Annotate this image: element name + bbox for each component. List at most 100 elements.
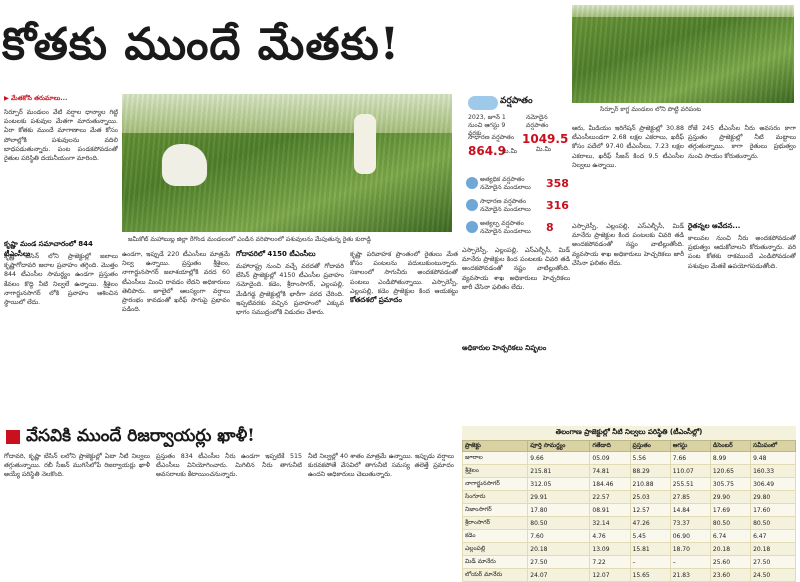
table-header-cell: డిసెంబర్ xyxy=(709,440,752,452)
rainfall-title: వర్షపాతం xyxy=(500,96,533,106)
rain-stat-3-icon xyxy=(466,221,478,233)
table-cell: మిడ్ మానేరు xyxy=(461,555,529,569)
rain-stat-1-value: 358 xyxy=(546,177,569,190)
table-row: నాగార్జునసాగర్ 312.05 184.46 210.88 255.51 30… xyxy=(461,477,796,491)
section-two-heading: వేసవికి ముందే రిజర్వాయర్లు ఖాళీ! xyxy=(26,426,255,446)
table-cell: 22.57 xyxy=(589,490,631,504)
top-photo xyxy=(572,5,794,103)
table-cell: 32.14 xyxy=(589,516,631,530)
table-cell: 5.56 xyxy=(629,451,671,465)
rain-stat-2-value: 316 xyxy=(546,199,569,212)
table-cell: 74.81 xyxy=(589,464,631,478)
section-two-col-3: నీటి నిల్వల్లో 40 శాతం మాత్రమే ఉన్నాయి. … xyxy=(308,453,454,479)
rain-stat-1: అత్యధిక వర్షపాతం నమోదైన మండలాలు 358 xyxy=(466,174,569,194)
table-cell: 12.57 xyxy=(629,503,671,517)
table-cell: 8.99 xyxy=(709,451,752,465)
table-cell: లోయర్ మానేరు xyxy=(461,568,529,582)
table-row: శ్రీరాంసాగర్ 80.50 32.14 47.26 73.37 80.50 80.… xyxy=(461,516,796,530)
table-cell: 80.50 xyxy=(750,516,796,530)
table-cell: 20.18 xyxy=(750,542,796,556)
table-cell: 12.07 xyxy=(589,568,631,582)
table-cell: 9.48 xyxy=(750,451,796,465)
rain-stat-3-value: 8 xyxy=(546,221,554,234)
table-cell: 4.76 xyxy=(589,529,631,543)
table-cell: 23.60 xyxy=(709,568,752,582)
table-cell: 27.85 xyxy=(669,490,711,504)
rainfall-normal-label: సాధారణ వర్షపాతం xyxy=(468,134,514,141)
column-6b-text: కాలువల నుంచి నీరు అందకపోవడంతో ప్రభుత్వం … xyxy=(688,235,796,270)
table-header-row: ప్రాజెక్టు పూర్తి సామర్థ్యం గతేడాది ప్రస… xyxy=(461,440,796,452)
table-cell: నాగార్జునసాగర్ xyxy=(461,477,529,491)
section-two-col-1: గోదావరి, కృష్ణా బేసిన్ లలోని ప్రాజెక్టుల… xyxy=(4,453,150,479)
top-photo-caption: సిర్పూర్ కాగ్జ మండలం లోని పొట్టి వరిపంట xyxy=(600,106,702,113)
rain-stat-2: సాధారణ వర్షపాతం నమోదైన మండలాలు 316 xyxy=(466,196,569,216)
table-cell: 215.81 xyxy=(527,464,591,478)
table-cell: 73.37 xyxy=(669,516,711,530)
table-cell: శ్రీశైలం xyxy=(461,464,529,478)
column-2-text: ఉండగా, ఇప్పుడే 220 టీఎంసీలు మాత్రమే నిల్… xyxy=(122,251,230,314)
table-row: నిజాంసాగర్ 17.80 08.91 12.57 14.84 17.69 17.60 xyxy=(461,503,796,517)
rain-stat-2-icon xyxy=(466,199,478,211)
table-row: మిడ్ మానేరు 27.50 7.22– –25.60 27.50 xyxy=(461,555,796,569)
table-cell: 9.66 xyxy=(527,451,591,465)
table-cell: 29.91 xyxy=(527,490,591,504)
table-cell: 13.09 xyxy=(589,542,631,556)
main-photo-caption: జమీకోట్ మహాబుబ్ల జిల్లా రేగొండ మండలంలో ఎ… xyxy=(128,236,371,243)
rainfall-normal-unit: మి.మీ xyxy=(502,148,518,155)
table-cell: 17.60 xyxy=(750,503,796,517)
table-cell: 29.90 xyxy=(709,490,752,504)
table-cell: 306.49 xyxy=(750,477,796,491)
table-cell: 7.60 xyxy=(527,529,591,543)
table-cell: 27.50 xyxy=(527,555,591,569)
table-cell: 17.69 xyxy=(709,503,752,517)
column-1-text: సిర్పూర్ మండలం వేటి వర్షాల ధాన్యాల గిట్ట… xyxy=(4,109,118,163)
table-cell: 24.07 xyxy=(527,568,591,582)
table-cell: 05.09 xyxy=(589,451,631,465)
column-6-subhead: రైతన్నల ఆవేదన... xyxy=(688,222,741,230)
table-cell: 29.80 xyxy=(750,490,796,504)
table-cell: 7.66 xyxy=(669,451,711,465)
column-5b-text: ఎస్సారెస్పీ, ఎల్లంపల్లి, ఎస్ఎల్బీసీ, మిడ… xyxy=(462,247,570,291)
column-1b-text: కృష్ణా బేసిన్ లోని ప్రాజెక్టుల్లో జలాలు … xyxy=(4,253,118,307)
table-cell: 210.88 xyxy=(629,477,671,491)
rainfall-year: 2023, జూన్ 1 నుంచి ఆగస్టు 9 వరకు xyxy=(468,114,506,137)
table-cell: ఎల్లంపల్లి xyxy=(461,542,529,556)
table-cell: 5.45 xyxy=(629,529,671,543)
table-cell: 14.84 xyxy=(669,503,711,517)
table-header-cell: ప్రాజెక్టు xyxy=(461,440,529,452)
table-cell: 24.50 xyxy=(750,568,796,582)
table-cell: 18.70 xyxy=(669,542,711,556)
section-marker xyxy=(6,430,20,444)
rain-stat-1-icon xyxy=(466,177,478,189)
column-5-subhead: అధికారుల హెచ్చరికలు నిష్ఫలం xyxy=(462,344,547,352)
table-cell: 255.51 xyxy=(669,477,711,491)
rain-stat-2-label: సాధారణ వర్షపాతం నమోదైన మండలాలు xyxy=(480,198,531,213)
table-cell: 160.33 xyxy=(750,464,796,478)
table-cell: 15.65 xyxy=(629,568,671,582)
table-cell: నిజాంసాగర్ xyxy=(461,503,529,517)
reservoir-table-title: తెలంగాణ ప్రాజెక్టుల్లో నీటి నిల్వలు పరిస… xyxy=(555,428,703,436)
farmer-figure xyxy=(354,114,376,174)
table-cell: శ్రీరాంసాగర్ xyxy=(461,516,529,530)
rain-stat-1-label: అత్యధిక వర్షపాతం నమోదైన మండలాలు xyxy=(480,176,531,191)
table-cell: 15.81 xyxy=(629,542,671,556)
table-cell: 305.75 xyxy=(709,477,752,491)
page-headline: కోతకు ముందే మేతకు! xyxy=(2,19,401,70)
rainfall-actual-unit: మి.మీ xyxy=(536,146,552,153)
table-cell: 7.22 xyxy=(589,555,631,569)
table-cell: 06.90 xyxy=(669,529,711,543)
table-cell: సింగూరు xyxy=(461,490,529,504)
table-cell: 20.18 xyxy=(709,542,752,556)
table-header-cell: పూర్తి సామర్థ్యం xyxy=(527,440,591,452)
table-row: ఎల్లంపల్లి 20.18 13.09 15.81 18.70 20.18 20.18 xyxy=(461,542,796,556)
table-cell: 80.50 xyxy=(527,516,591,530)
table-cell: – xyxy=(669,555,711,569)
table-row: జూరాల 9.66 05.09 5.56 7.66 8.99 9.48 xyxy=(461,451,796,465)
table-cell: 6.47 xyxy=(750,529,796,543)
column-5c-text: ఎస్సారెస్పీ, ఎల్లంపల్లి, ఎస్ఎల్బీసీ, మిడ… xyxy=(572,223,684,267)
column-6-text: రోజే 245 టీఎంసీల నీరు అవసరం కాగా ప్రస్తు… xyxy=(688,125,796,160)
column-4-text: కృష్ణా పరివాహక ప్రాంతంలో రైతులు మేత కోసం… xyxy=(350,251,458,304)
table-cell: 6.74 xyxy=(709,529,752,543)
column-4-subhead: కోతదశలో ప్రమాదం xyxy=(350,296,458,306)
rainfall-panel: వర్షపాతం 2023, జూన్ 1 నుంచి ఆగస్టు 9 వరక… xyxy=(462,94,569,240)
